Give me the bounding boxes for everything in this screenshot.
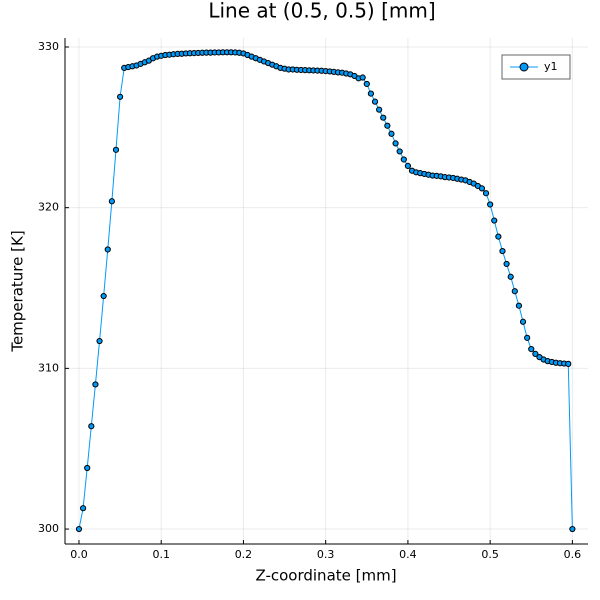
data-point xyxy=(482,190,490,197)
data-point xyxy=(104,246,111,253)
data-point xyxy=(524,334,531,341)
data-point xyxy=(92,381,99,388)
data-point xyxy=(84,464,91,472)
data-point xyxy=(116,93,124,100)
data-point xyxy=(515,302,523,309)
data-point xyxy=(400,156,407,163)
data-point xyxy=(507,273,514,280)
legend-label: y1 xyxy=(544,60,558,73)
data-point xyxy=(532,350,539,358)
data-point xyxy=(108,198,115,205)
data-point xyxy=(100,292,107,300)
data-point xyxy=(388,130,395,137)
data-point xyxy=(499,247,506,255)
y-tick-label: 330 xyxy=(38,40,59,53)
chart-title: Line at (0.5, 0.5) [mm] xyxy=(208,0,435,23)
data-point xyxy=(112,146,120,153)
data-point xyxy=(528,345,535,353)
data-point xyxy=(404,162,412,170)
x-tick-label: 0.6 xyxy=(564,548,582,561)
data-point xyxy=(495,233,502,240)
data-point xyxy=(478,185,486,192)
data-point xyxy=(569,525,576,533)
data-point xyxy=(88,423,95,430)
data-point xyxy=(487,201,494,208)
x-tick-label: 0.2 xyxy=(235,548,253,561)
data-point xyxy=(371,98,379,105)
x-tick-label: 0.4 xyxy=(399,548,417,561)
data-point xyxy=(491,217,498,224)
data-point xyxy=(511,288,518,295)
data-point xyxy=(79,505,87,512)
x-tick-label: 0.0 xyxy=(70,548,88,561)
data-point xyxy=(367,90,375,97)
y-axis-label: Temperature [K] xyxy=(9,230,27,352)
x-tick-label: 0.1 xyxy=(152,548,170,561)
legend-marker xyxy=(519,62,529,72)
data-point xyxy=(376,106,383,113)
data-point xyxy=(96,337,103,345)
x-axis-label: Z-coordinate [mm] xyxy=(255,567,396,585)
data-point xyxy=(565,360,572,367)
data-point xyxy=(380,114,387,121)
y-tick-label: 310 xyxy=(38,361,59,374)
data-point xyxy=(503,260,510,268)
x-tick-label: 0.3 xyxy=(317,548,335,561)
data-point xyxy=(363,80,370,88)
x-tick-label: 0.5 xyxy=(481,548,499,561)
data-point xyxy=(359,74,366,81)
y-tick-label: 320 xyxy=(38,201,59,214)
data-point xyxy=(75,525,83,533)
data-point xyxy=(519,318,527,325)
data-point xyxy=(396,148,403,155)
y-tick-label: 300 xyxy=(38,522,59,535)
data-point xyxy=(384,122,391,129)
data-point xyxy=(392,140,399,147)
